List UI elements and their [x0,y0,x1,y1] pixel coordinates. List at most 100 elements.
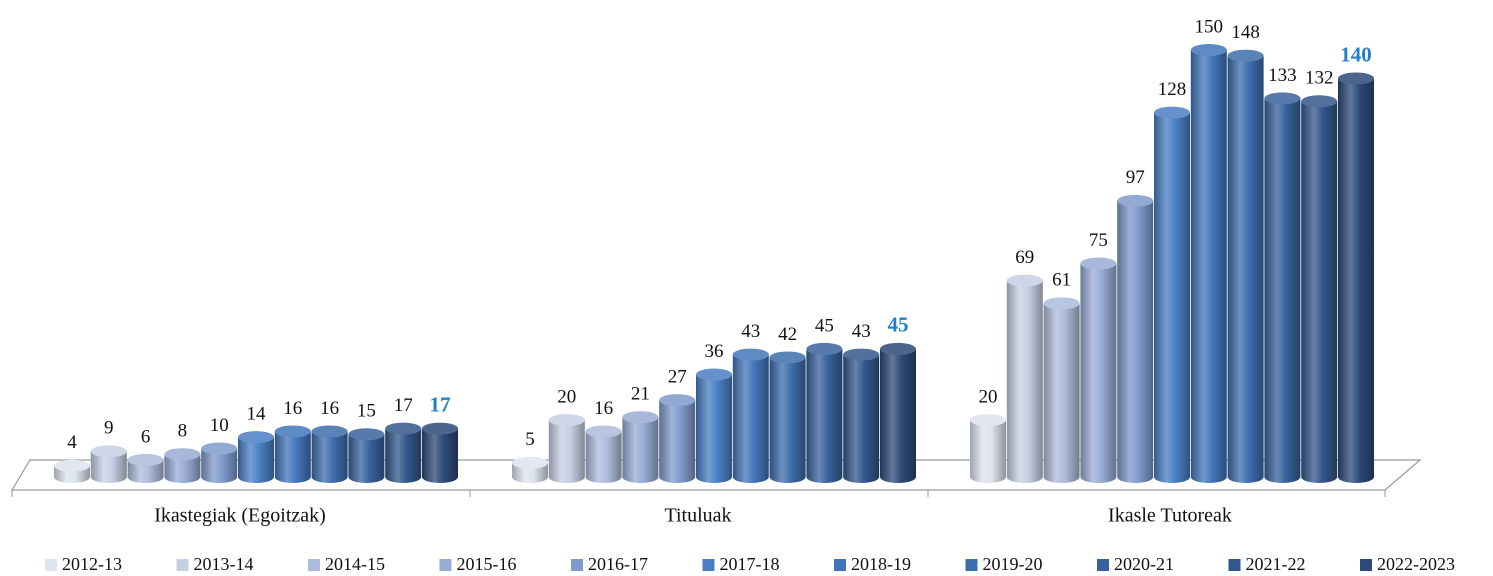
value-label: 21 [631,384,650,405]
legend-label: 2018-19 [851,554,911,574]
bar [274,431,311,483]
value-label: 6 [141,426,151,447]
bar-top [385,422,422,435]
value-label: 97 [1126,167,1145,188]
bar-top [348,428,385,441]
value-label: 20 [979,386,998,407]
bar [1006,280,1043,484]
bar-top [90,445,127,458]
legend-label: 2015-16 [457,554,517,574]
bar [659,400,696,483]
legend-swatch [1097,559,1109,571]
legend-swatch [571,559,583,571]
value-label: 36 [705,341,724,362]
value-label: 27 [668,366,687,387]
value-label: 4 [67,432,77,453]
value-label: 69 [1015,247,1034,268]
value-label: 45 [888,313,909,337]
legend-label: 2020-21 [1114,554,1174,574]
value-label: 16 [283,398,302,419]
bar [127,459,164,484]
value-label: 150 [1195,16,1224,37]
bar-top [1117,194,1154,207]
bar [1338,78,1374,483]
bar [201,448,238,483]
legend-label: 2013-14 [194,554,254,574]
bar [548,420,585,483]
value-label: 75 [1089,230,1108,251]
bar [422,428,458,483]
bar-top [238,431,274,444]
bar [696,374,732,483]
bar-top [696,368,732,381]
legend-label: 2012-13 [62,554,122,574]
bar [164,454,201,483]
bar-top [880,342,916,355]
value-label: 8 [178,421,188,442]
legend-label: 2022-2023 [1377,554,1455,574]
legend-swatch [308,559,320,571]
bar [732,354,769,483]
value-label: 5 [525,429,535,450]
value-label: 9 [104,418,114,439]
bar-top [585,425,622,438]
bar [1227,55,1264,484]
bar [970,420,1006,483]
value-label: 17 [394,395,413,416]
bar [1080,263,1117,483]
legend-swatch [702,559,715,571]
bar [1301,101,1338,484]
bar-top [769,351,806,364]
bar [806,348,843,483]
bar-top [843,348,880,361]
legend-label: 2019-20 [983,554,1043,574]
legend-swatch [1360,559,1372,571]
bar-top [127,453,164,466]
legend-label: 2016-17 [588,554,648,574]
bar [769,357,806,483]
category-label: Ikastegiak (Egoitzak) [154,505,326,527]
value-label: 15 [357,401,376,422]
bar [1043,303,1080,483]
bar-top [1338,72,1374,85]
legend-label: 2021-22 [1246,554,1306,574]
value-label: 132 [1305,68,1334,89]
value-label: 16 [594,398,613,419]
bar-top [732,348,769,361]
bar-top [164,448,201,461]
value-label: 45 [815,315,834,336]
bar-top [1154,106,1190,119]
legend-swatch [439,559,452,571]
value-label: 43 [852,321,871,342]
bar [385,428,422,483]
bar-top [1227,49,1264,62]
legend-label: 2014-15 [325,554,385,574]
bar [90,451,127,483]
value-label: 20 [557,386,576,407]
legend-label: 2017-18 [720,554,780,574]
bar-top [806,342,843,355]
bar-top [422,422,458,435]
bar [585,431,622,483]
bar-top [54,459,90,472]
value-label: 140 [1340,42,1372,66]
category-label: Tituluak [664,505,731,527]
legend-swatch [1228,559,1241,571]
category-label: Ikasle Tutoreak [1108,505,1232,527]
bar-top [548,414,585,427]
bar [1154,112,1190,484]
bar [880,348,916,483]
value-label: 17 [430,392,451,416]
bar [1190,50,1227,483]
value-label: 128 [1158,79,1187,100]
bar [348,434,385,483]
value-label: 148 [1231,22,1260,43]
bar-top [1301,95,1338,108]
bar [843,354,880,483]
bar-top [1006,274,1043,287]
bar [622,417,659,483]
bar [1264,98,1301,483]
bar-top [1190,44,1227,56]
bar-top [274,425,311,438]
value-label: 133 [1268,65,1297,86]
